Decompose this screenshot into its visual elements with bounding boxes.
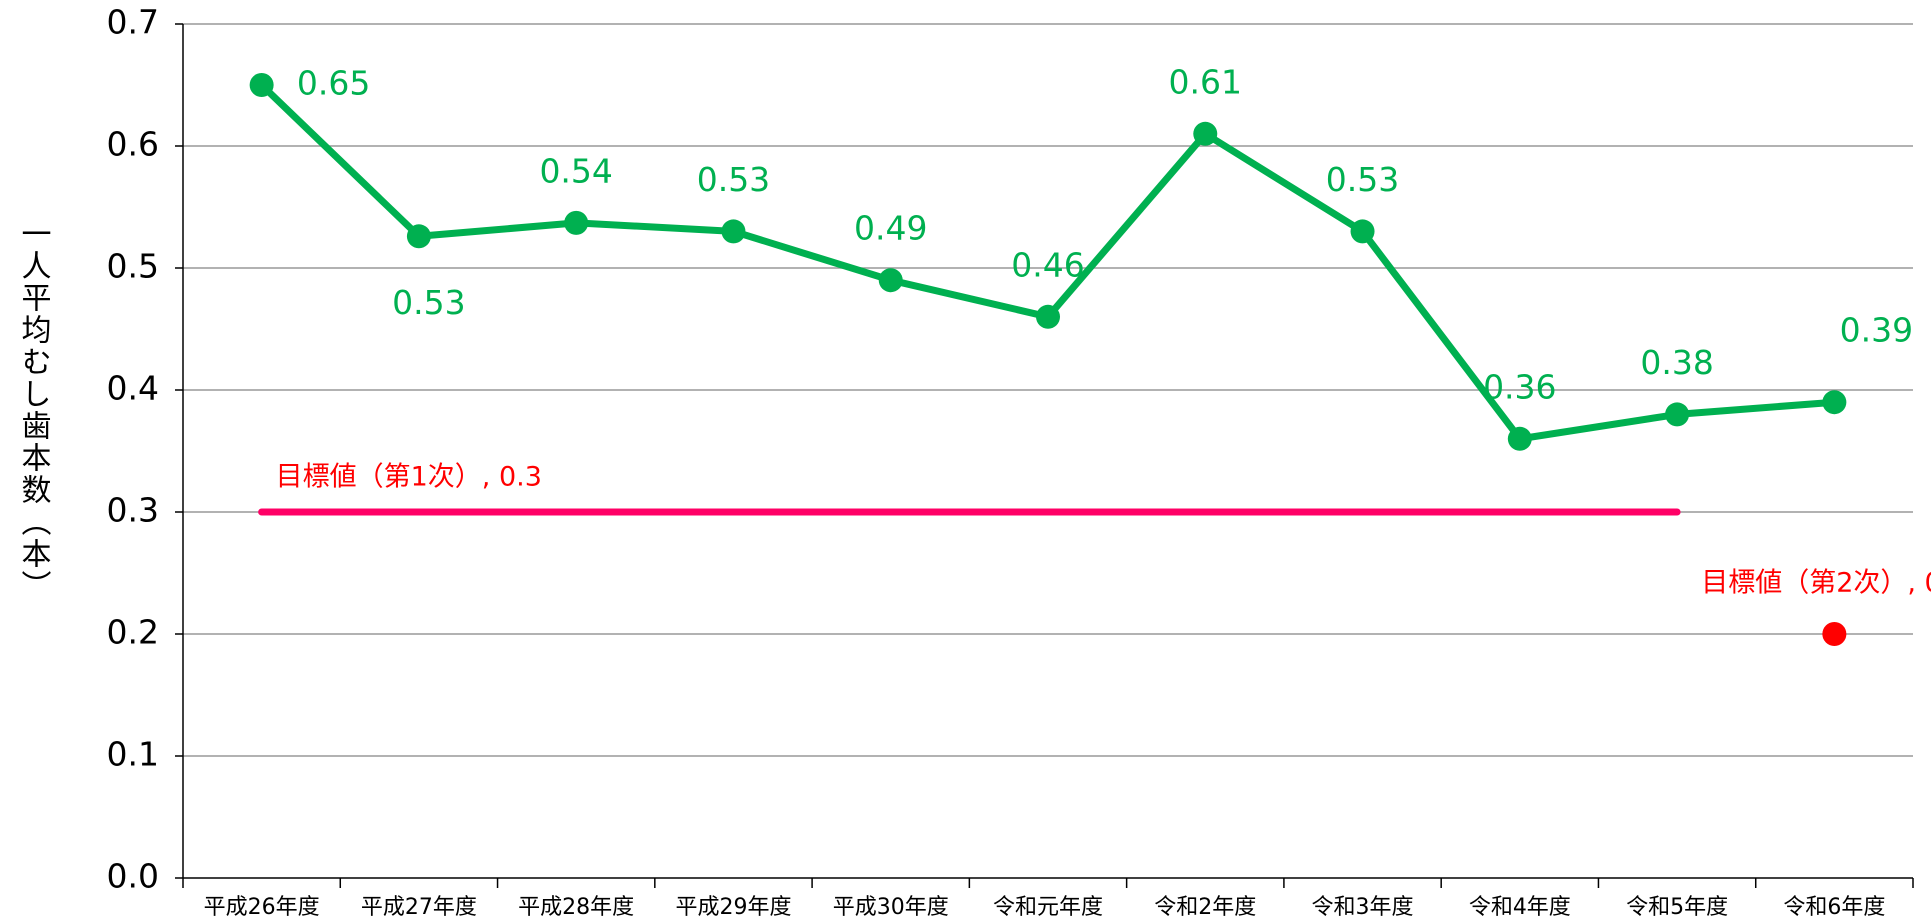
data-label: 0.46 — [1011, 245, 1084, 284]
data-label: 0.38 — [1640, 343, 1713, 382]
marker — [878, 268, 903, 293]
x-tick-label: 平成27年度 — [361, 895, 477, 920]
data-label: 0.49 — [854, 209, 927, 248]
y-tick-label: 0.2 — [107, 613, 159, 652]
y-tick-label: 0.6 — [107, 125, 159, 164]
y-axis-title: 一人平均むし歯本数（本） — [16, 218, 52, 602]
marker — [1350, 219, 1375, 244]
x-tick-label: 令和6年度 — [1783, 895, 1885, 920]
data-label: 0.53 — [697, 160, 770, 199]
x-tick-label: 令和元年度 — [993, 895, 1103, 920]
marker — [249, 73, 274, 97]
y-tick-label: 0.0 — [107, 857, 159, 896]
annotation: 目標値（第1次）, 0.3 — [276, 462, 542, 493]
annotation: 目標値（第2次）, 0.2 — [1701, 568, 1931, 599]
marker — [564, 210, 589, 235]
y-tick-label: 0.4 — [107, 369, 159, 408]
y-tick-label: 0.1 — [107, 735, 159, 774]
marker — [1036, 304, 1060, 329]
data-label: 0.39 — [1840, 311, 1913, 350]
y-tick-label: 0.7 — [107, 3, 159, 42]
x-tick-label: 令和4年度 — [1469, 895, 1571, 920]
data-label: 0.54 — [539, 151, 612, 190]
marker — [721, 219, 746, 244]
x-tick-label: 令和5年度 — [1626, 895, 1728, 920]
x-tick-label: 平成30年度 — [833, 895, 949, 920]
marker — [1665, 402, 1690, 427]
data-label: 0.65 — [297, 64, 370, 103]
marker — [1193, 121, 1218, 146]
x-tick-label: 平成26年度 — [204, 895, 320, 920]
marker — [1507, 426, 1532, 451]
data-label: 0.53 — [1326, 160, 1399, 199]
x-tick-label: 平成28年度 — [518, 895, 634, 920]
data-label: 0.36 — [1483, 367, 1556, 406]
y-tick-label: 0.5 — [107, 247, 159, 286]
marker — [1822, 390, 1847, 415]
y-tick-label: 0.3 — [107, 491, 159, 530]
data-label: 0.61 — [1169, 62, 1242, 101]
marker — [1822, 622, 1847, 646]
x-tick-label: 令和2年度 — [1154, 895, 1256, 920]
x-tick-label: 令和3年度 — [1312, 895, 1414, 920]
data-label: 0.53 — [392, 283, 465, 322]
x-tick-label: 平成29年度 — [675, 895, 791, 920]
marker — [406, 224, 431, 249]
